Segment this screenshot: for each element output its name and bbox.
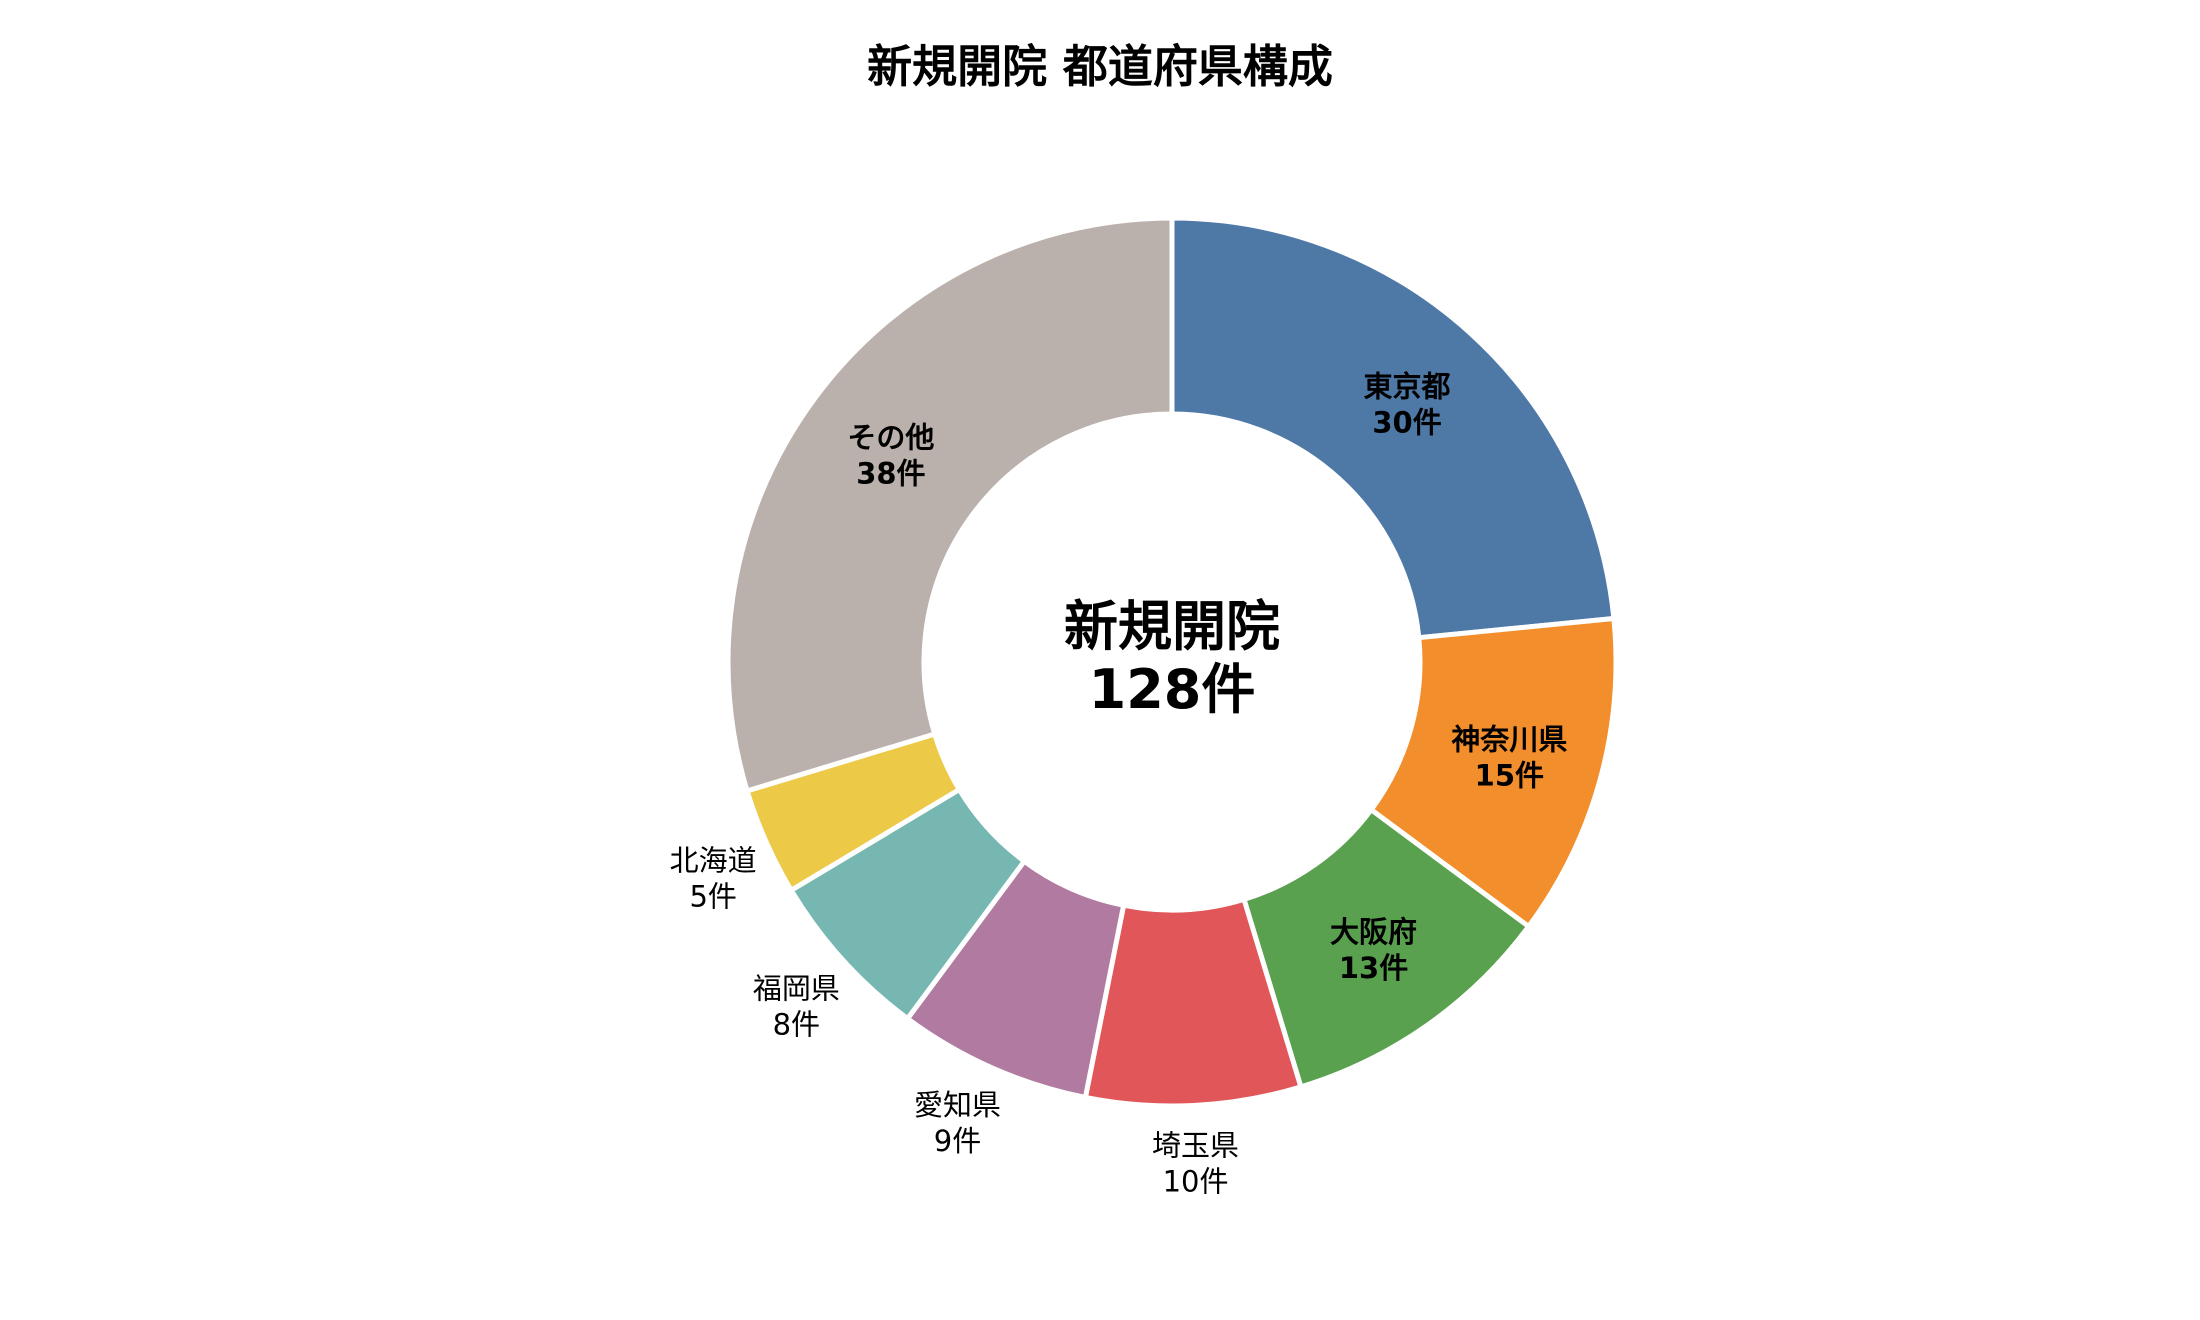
- chart-title: 新規開院 都道府県構成: [867, 40, 1333, 93]
- slice-8-arc: [725, 215, 1175, 794]
- slice-4-value-label: 10件: [1163, 1164, 1229, 1198]
- slice-6-value-label: 8件: [773, 1007, 820, 1041]
- slice-8-name-label: その他: [847, 421, 934, 455]
- slice-1-value-label: 30件: [1372, 406, 1441, 440]
- slice-2-value-label: 15件: [1475, 758, 1544, 792]
- slice-1-name-label: 東京都: [1364, 370, 1451, 404]
- slice-2-arc: [1368, 615, 1619, 929]
- donut-slices: [725, 215, 1619, 1109]
- slice-7-value-label: 5件: [689, 880, 736, 914]
- slice-7-name-label: 北海道: [670, 844, 757, 878]
- slice-3-value-label: 13件: [1339, 951, 1408, 985]
- slice-2-name-label: 神奈川県: [1451, 722, 1567, 756]
- slice-4-name-label: 埼玉県: [1152, 1128, 1239, 1162]
- center-label-title: 新規開院: [1064, 595, 1280, 658]
- slice-1-arc: [1169, 215, 1617, 641]
- center-label-total: 128件: [1089, 658, 1256, 721]
- slice-8-value-label: 38件: [856, 457, 925, 491]
- slice-5-name-label: 愛知県: [914, 1088, 1001, 1122]
- slice-3-name-label: 大阪府: [1330, 915, 1417, 949]
- slice-6-name-label: 福岡県: [753, 971, 840, 1005]
- slice-5-value-label: 9件: [934, 1124, 981, 1158]
